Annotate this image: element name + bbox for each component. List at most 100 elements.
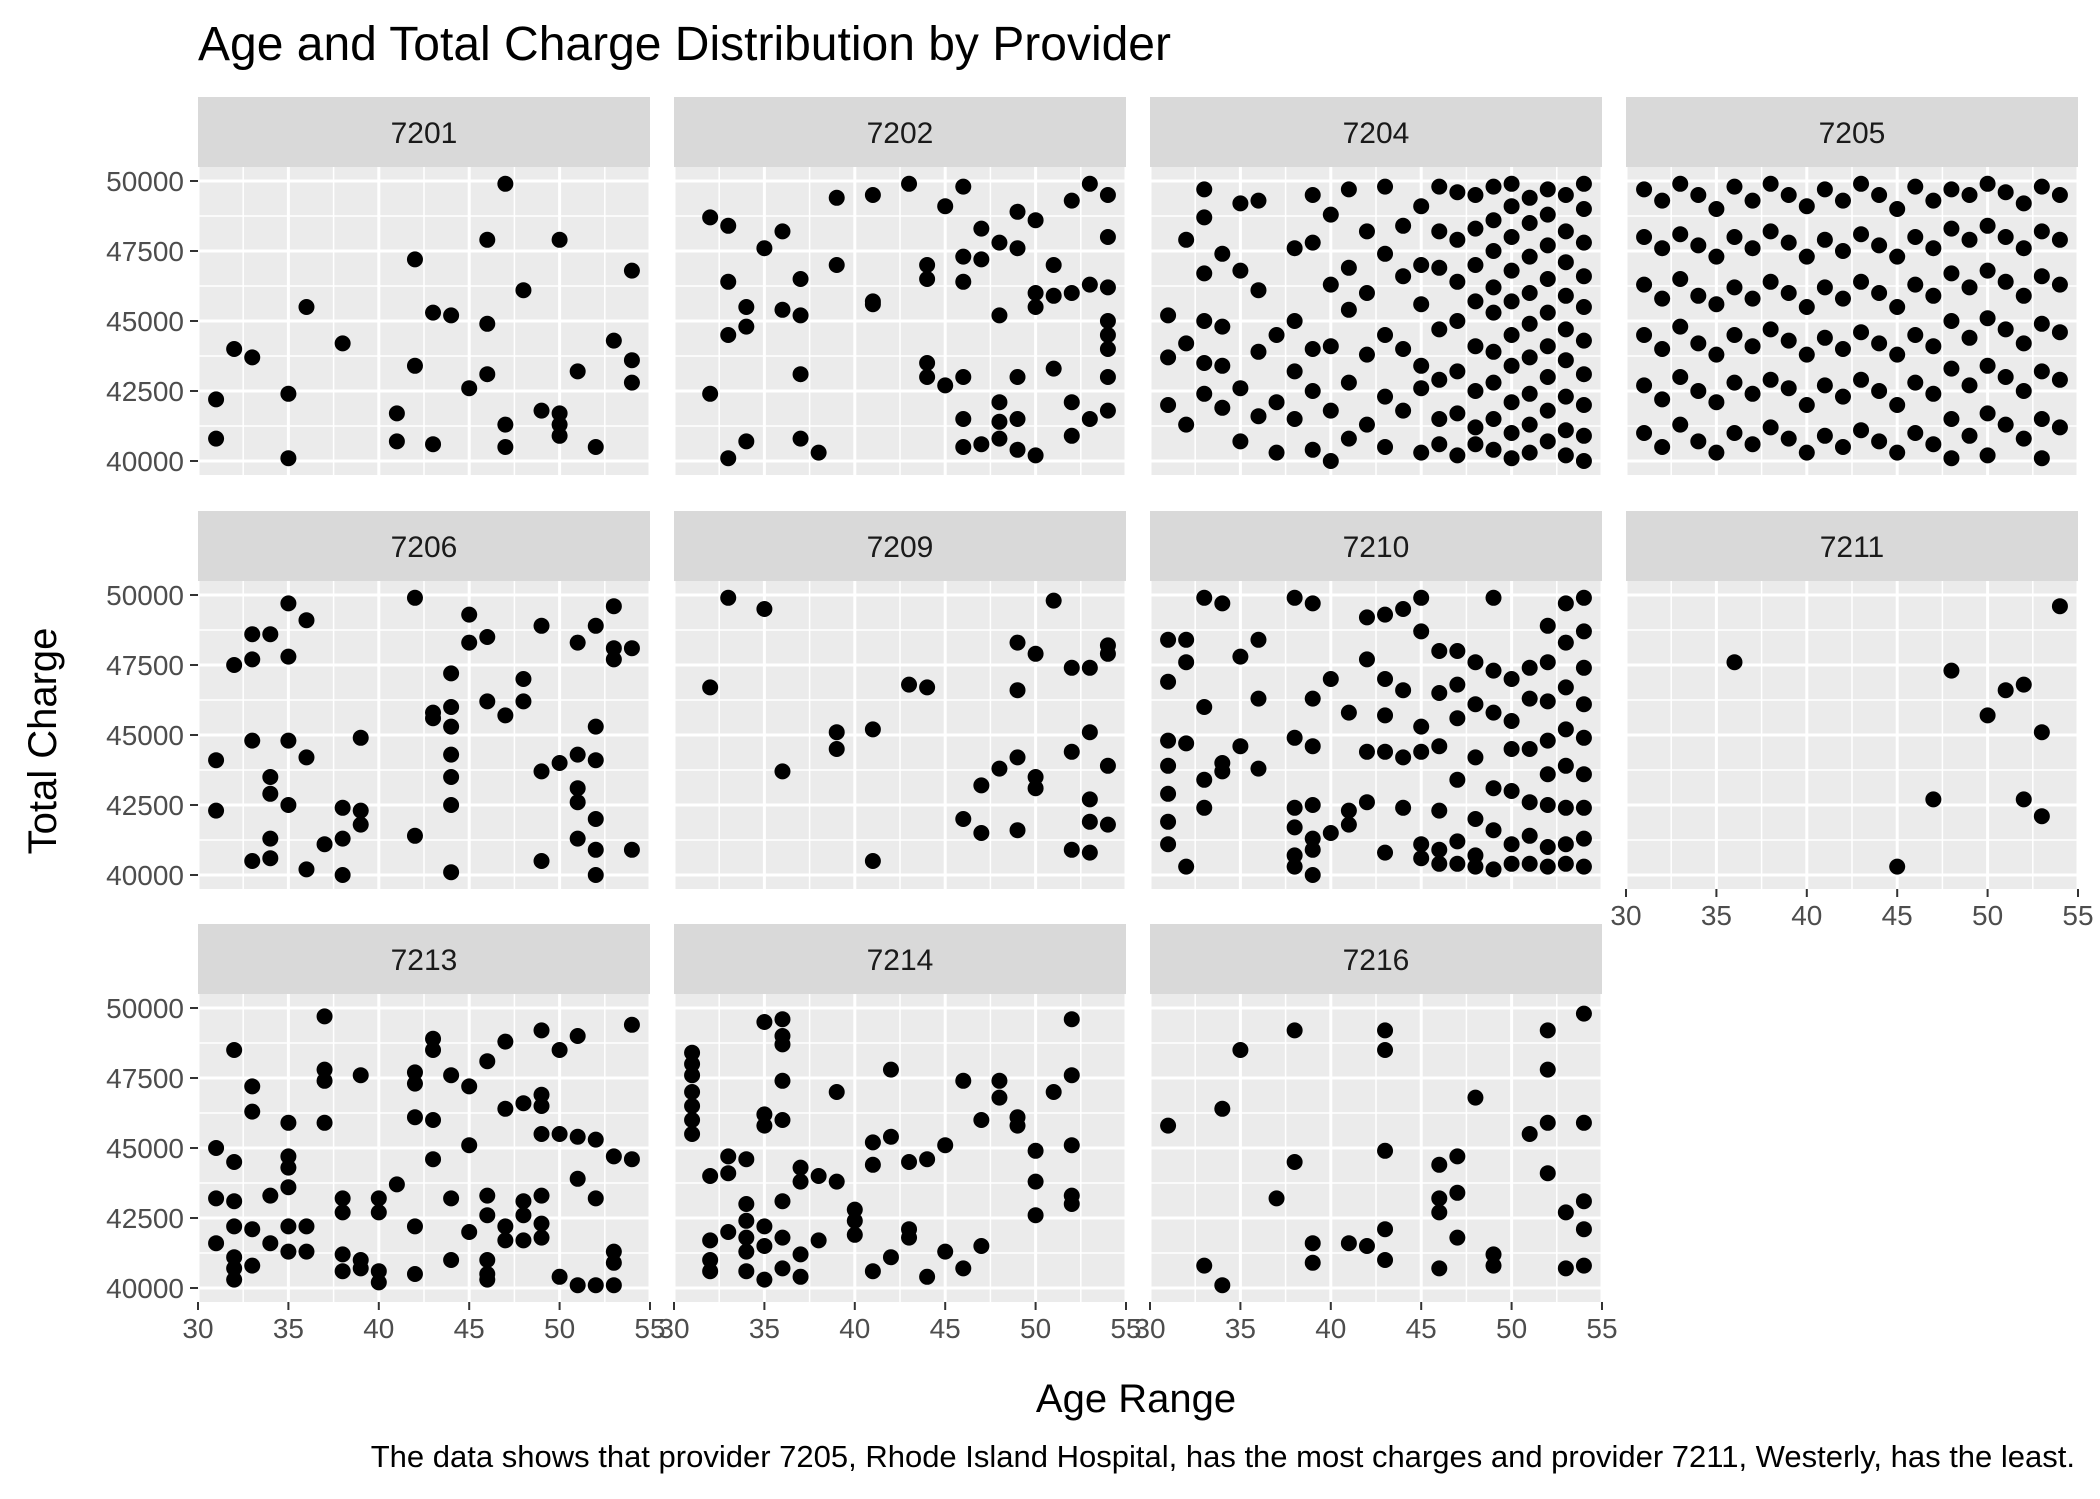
data-point — [1304, 1254, 1321, 1271]
data-point — [262, 830, 279, 847]
data-point — [226, 1154, 243, 1170]
data-point — [1286, 819, 1303, 836]
data-point — [1377, 439, 1394, 455]
data-point — [2033, 223, 2050, 240]
data-point — [515, 671, 532, 687]
data-point — [1485, 212, 1502, 229]
data-point — [684, 1112, 701, 1128]
data-point — [738, 433, 755, 450]
data-point — [1063, 285, 1080, 301]
data-point — [756, 1218, 773, 1235]
data-point — [1979, 405, 1996, 422]
facet-strip-label: 7213 — [391, 944, 458, 977]
data-point — [406, 1064, 423, 1081]
data-point — [1762, 371, 1779, 388]
data-point — [226, 1271, 243, 1288]
data-point — [1961, 329, 1978, 346]
data-point — [443, 1252, 460, 1268]
data-point — [1654, 341, 1671, 357]
data-point — [756, 1271, 773, 1288]
data-point — [497, 1033, 514, 1050]
data-point — [1395, 682, 1412, 699]
data-point — [1009, 749, 1026, 766]
data-point — [443, 1190, 460, 1207]
data-point — [1232, 648, 1249, 665]
y-tick-label: 47500 — [106, 236, 184, 267]
x-tick-label: 35 — [1225, 1313, 1256, 1344]
data-point — [1467, 338, 1484, 355]
data-point — [533, 1086, 550, 1103]
data-point — [1009, 411, 1026, 427]
data-point — [623, 352, 640, 369]
data-point — [720, 217, 737, 234]
data-point — [244, 651, 261, 668]
data-point — [497, 707, 514, 724]
data-point — [1708, 346, 1725, 363]
data-point — [1636, 181, 1653, 198]
data-point — [1045, 287, 1062, 304]
data-point — [280, 1148, 297, 1165]
data-point — [226, 1193, 243, 1210]
data-point — [1304, 841, 1321, 858]
data-point — [605, 640, 622, 657]
data-point — [623, 1016, 640, 1033]
data-point — [569, 746, 586, 763]
data-point — [1467, 383, 1484, 399]
data-point — [1063, 427, 1080, 444]
data-point — [1503, 198, 1520, 215]
data-point — [1377, 178, 1394, 195]
data-point — [605, 1254, 622, 1271]
data-point — [1539, 797, 1556, 813]
data-point — [882, 1128, 899, 1145]
data-point — [533, 402, 550, 419]
data-point — [1521, 855, 1538, 872]
data-point — [298, 1243, 315, 1260]
data-point — [1907, 327, 1924, 343]
data-point — [1943, 662, 1960, 679]
data-point — [1377, 1042, 1394, 1058]
data-point — [1431, 738, 1448, 755]
data-point — [1485, 279, 1502, 296]
data-point — [1099, 645, 1116, 662]
data-point — [497, 1100, 514, 1117]
data-point — [1539, 1114, 1556, 1131]
data-point — [1250, 408, 1267, 425]
x-tick-label: 30 — [1610, 900, 1641, 931]
data-point — [1485, 822, 1502, 839]
data-point — [1196, 799, 1213, 816]
data-point — [1575, 397, 1592, 413]
data-point — [1539, 766, 1556, 783]
data-point — [1780, 430, 1797, 447]
data-point — [1214, 755, 1231, 771]
data-point — [479, 1271, 496, 1288]
data-point — [1485, 243, 1502, 259]
chart-title: Age and Total Charge Distribution by Pro… — [198, 18, 1171, 71]
data-point — [226, 1260, 243, 1277]
data-point — [720, 1224, 737, 1240]
data-point — [2015, 240, 2032, 257]
data-point — [551, 1042, 568, 1058]
data-point — [1636, 327, 1653, 343]
data-point — [497, 1232, 514, 1249]
data-point — [1503, 229, 1520, 245]
data-point — [1798, 397, 1815, 413]
facet-strip-label: 7210 — [1343, 531, 1410, 564]
facet-strip — [198, 924, 650, 994]
data-point — [901, 676, 918, 693]
data-point — [738, 318, 755, 335]
data-point — [1160, 397, 1177, 413]
data-point — [1690, 383, 1707, 399]
data-point — [244, 732, 261, 749]
data-point — [1539, 433, 1556, 450]
data-point — [569, 1028, 586, 1044]
x-tick-label: 45 — [1882, 900, 1913, 931]
data-point — [1907, 374, 1924, 391]
data-point — [1557, 799, 1574, 816]
data-point — [1521, 794, 1538, 811]
facet-panel-7210: 7210 — [1148, 511, 1604, 889]
data-point — [774, 1229, 791, 1246]
data-point — [1708, 248, 1725, 265]
data-point — [1009, 822, 1026, 839]
data-point — [1744, 240, 1761, 257]
data-point — [1636, 425, 1653, 441]
